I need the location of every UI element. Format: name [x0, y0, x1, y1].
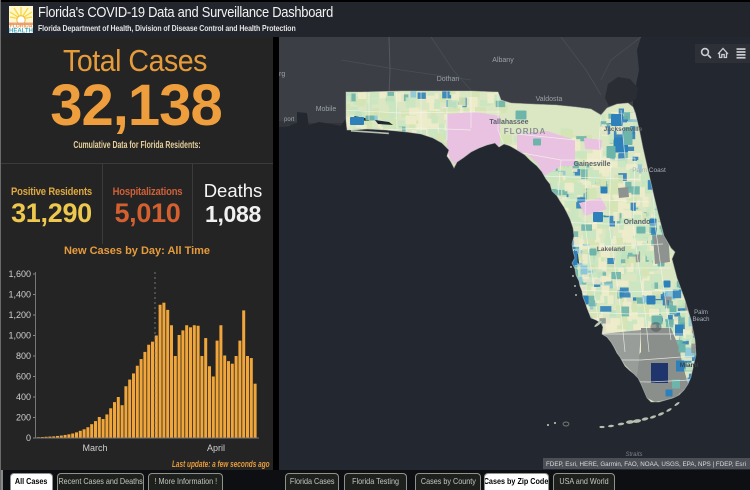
svg-text:0: 0	[26, 433, 31, 443]
svg-text:800: 800	[16, 351, 31, 361]
svg-text:1,200: 1,200	[8, 310, 31, 320]
svg-text:Miami: Miami	[680, 362, 699, 369]
svg-text:Straits: Straits	[625, 452, 642, 458]
svg-text:Gainesville: Gainesville	[574, 161, 611, 168]
svg-text:FLORIDA: FLORIDA	[9, 24, 32, 30]
svg-text:Beach: Beach	[692, 317, 709, 323]
svg-text:400: 400	[16, 392, 31, 402]
svg-text:1,000: 1,000	[8, 331, 31, 341]
svg-text:Jacksonville: Jacksonville	[604, 126, 643, 133]
svg-text:Mobile: Mobile	[316, 106, 337, 113]
svg-text:March: March	[82, 443, 107, 453]
svg-text:1,600: 1,600	[8, 269, 31, 279]
svg-text:port: port	[284, 117, 295, 123]
svg-text:FLORIDA: FLORIDA	[504, 127, 547, 136]
svg-text:Palm Coast: Palm Coast	[632, 167, 666, 174]
svg-text:rg: rg	[279, 71, 285, 78]
svg-text:FDEP, Esri, HERE, Garmin, FAO,: FDEP, Esri, HERE, Garmin, FAO, NOAA, USG…	[546, 461, 746, 468]
svg-text:Orlando: Orlando	[624, 219, 651, 226]
svg-text:HEALTH: HEALTH	[9, 29, 33, 34]
svg-text:Dothan: Dothan	[437, 76, 460, 83]
svg-text:200: 200	[16, 413, 31, 423]
svg-text:Valdosta: Valdosta	[536, 96, 563, 103]
svg-text:1,400: 1,400	[8, 290, 31, 300]
svg-text:Palm: Palm	[694, 310, 708, 316]
svg-text:April: April	[207, 443, 225, 453]
svg-text:Albany: Albany	[492, 57, 514, 64]
svg-text:600: 600	[16, 372, 31, 382]
svg-text:Tallahassee: Tallahassee	[489, 119, 528, 126]
svg-text:Lakeland: Lakeland	[597, 246, 625, 253]
